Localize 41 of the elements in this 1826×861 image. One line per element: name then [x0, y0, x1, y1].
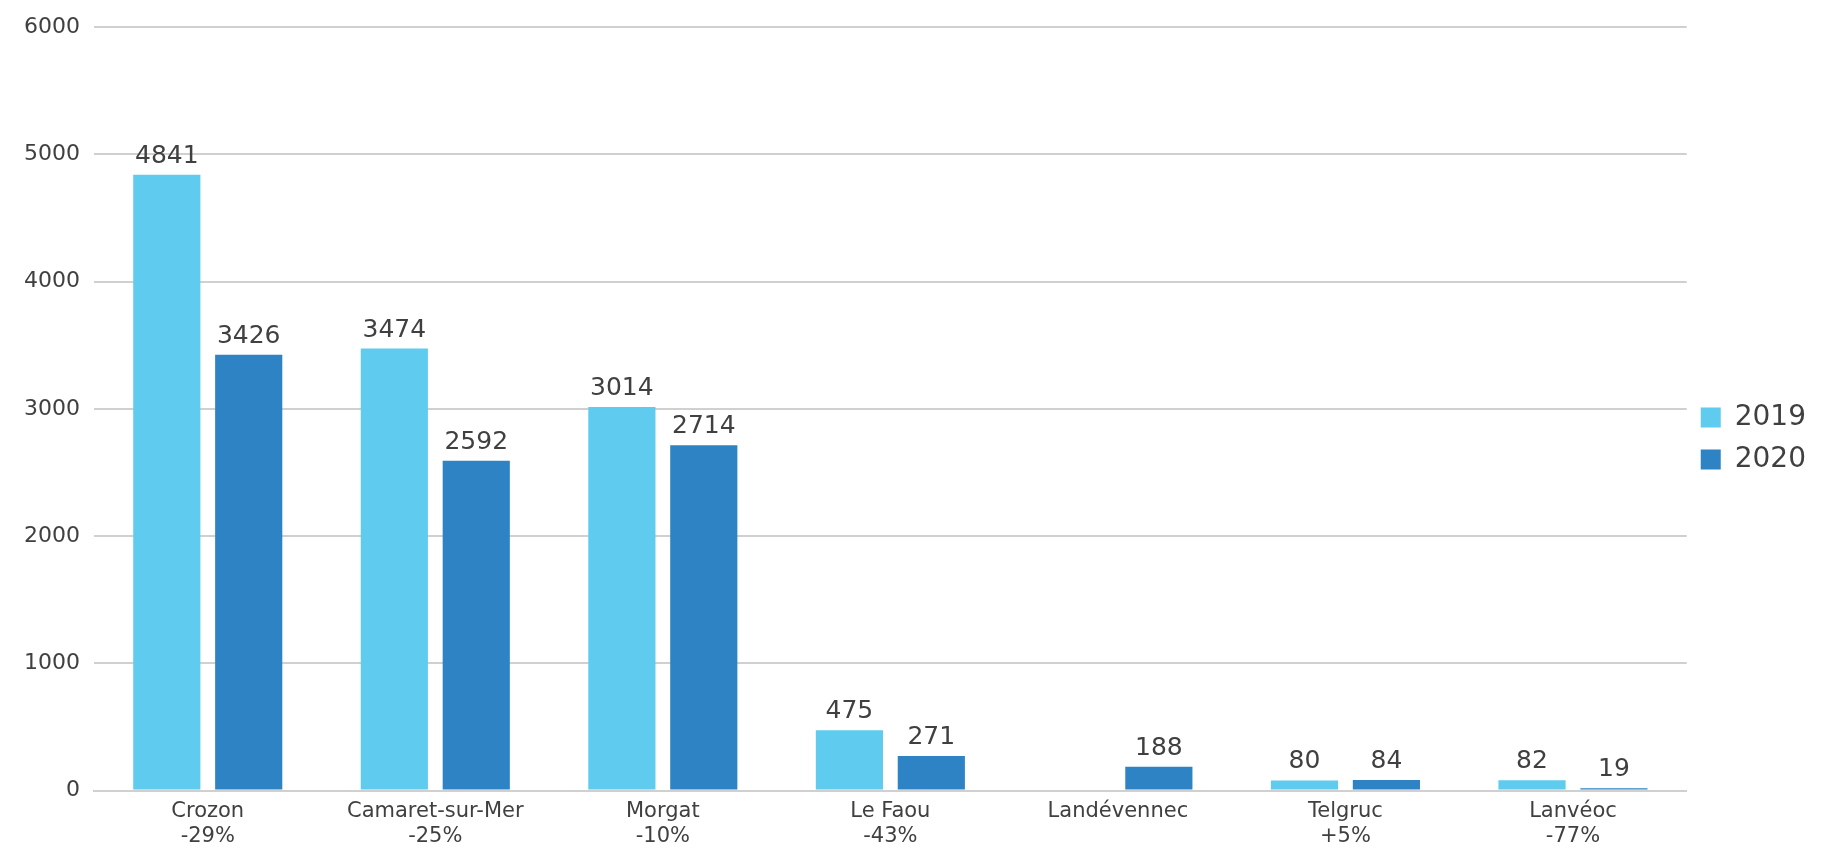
data-label: 3426 — [216, 319, 281, 349]
x-tick-label: Le Faou -43% — [850, 797, 931, 847]
bar — [670, 445, 738, 790]
bar — [815, 730, 883, 790]
bar — [360, 348, 428, 790]
y-tick-label: 6000 — [23, 12, 80, 38]
y-tick-label: 3000 — [23, 394, 80, 420]
data-label: 2714 — [671, 410, 736, 440]
y-tick-label: 5000 — [23, 140, 80, 166]
legend-label: 2020 — [1734, 440, 1807, 474]
y-tick-label: 4000 — [23, 267, 80, 293]
y-tick-label: 0 — [65, 776, 80, 802]
data-label: 82 — [1516, 745, 1548, 775]
x-tick-label: Landévennec — [1047, 797, 1189, 822]
bar — [1352, 779, 1420, 790]
x-tick-label: Lanvéoc -77% — [1529, 797, 1617, 847]
bar — [1125, 766, 1193, 790]
x-tick-label: Camaret-sur-Mer -25% — [347, 797, 524, 847]
y-tick-label: 2000 — [23, 521, 80, 547]
data-label: 4841 — [134, 139, 199, 169]
data-label: 80 — [1288, 745, 1321, 775]
legend-label: 2019 — [1734, 398, 1807, 432]
data-label: 475 — [825, 695, 874, 725]
data-label: 3474 — [362, 313, 427, 343]
bar — [1498, 780, 1566, 790]
x-tick-label: Crozon -29% — [171, 797, 245, 847]
data-label: 271 — [907, 721, 956, 751]
data-label: 84 — [1370, 744, 1403, 774]
bar — [442, 460, 510, 790]
data-label: 3014 — [590, 372, 654, 402]
y-tick-label: 1000 — [23, 649, 80, 675]
data-label: 2592 — [444, 425, 509, 455]
bar — [588, 407, 656, 790]
x-tick-label: Telgruc +5% — [1307, 797, 1383, 847]
bar — [133, 174, 201, 790]
bar — [897, 756, 965, 790]
bar — [1270, 780, 1339, 790]
bar — [215, 354, 283, 790]
data-label: 188 — [1135, 731, 1183, 761]
x-tick-label: Morgat -10% — [625, 797, 700, 847]
data-label: 19 — [1598, 753, 1630, 783]
